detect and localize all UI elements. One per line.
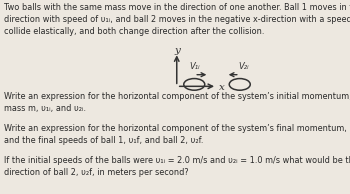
Text: Write an expression for the horizontal component of the system’s final momentum,: Write an expression for the horizontal c… — [4, 124, 350, 145]
Text: Write an expression for the horizontal component of the system’s initial momentu: Write an expression for the horizontal c… — [4, 92, 350, 113]
Text: Two balls with the same mass move in the direction of one another. Ball 1 moves : Two balls with the same mass move in the… — [4, 3, 350, 36]
Text: V₂ᵢ: V₂ᵢ — [238, 62, 248, 71]
Text: V₁ᵢ: V₁ᵢ — [189, 62, 199, 71]
Text: If the initial speeds of the balls were υ₁ᵢ = 2.0 m/s and υ₂ᵢ = 1.0 m/s what wou: If the initial speeds of the balls were … — [4, 156, 350, 177]
Text: y: y — [175, 46, 181, 55]
Text: x: x — [219, 83, 225, 92]
